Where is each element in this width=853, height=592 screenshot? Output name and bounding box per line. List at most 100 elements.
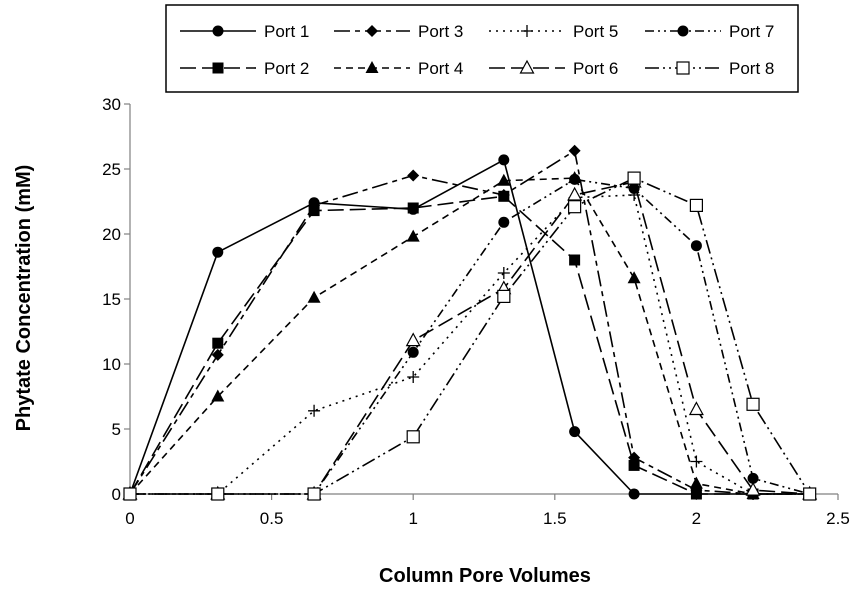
legend-item: Port 8 — [645, 59, 774, 78]
legend-label: Port 8 — [729, 59, 774, 78]
legend-item: Port 7 — [645, 22, 774, 41]
data-point — [627, 171, 641, 185]
series-port-2 — [124, 190, 816, 500]
series-port-7 — [124, 173, 816, 500]
x-tick-label: 1 — [408, 509, 417, 528]
x-tick-label: 2 — [692, 509, 701, 528]
data-point — [567, 186, 583, 201]
legend-marker — [212, 25, 224, 37]
x-tick-label: 2.5 — [826, 509, 850, 528]
x-tick-label: 0 — [125, 509, 134, 528]
legend: Port 1 Port 2 Port 3 Port 4 Port 5 Port 6 Port… — [165, 4, 799, 93]
legend-marker — [677, 25, 689, 37]
legend-label: Port 3 — [418, 22, 463, 41]
series-line — [130, 178, 810, 495]
y-tick-label: 5 — [112, 420, 121, 439]
legend-label: Port 7 — [729, 22, 774, 41]
legend-item: Port 1 — [180, 22, 309, 41]
data-point — [628, 183, 640, 194]
data-point — [746, 397, 760, 411]
legend-label: Port 1 — [264, 22, 309, 41]
data-point — [690, 455, 703, 468]
x-tick-label: 1.5 — [543, 509, 567, 528]
y-tick-label: 25 — [102, 160, 121, 179]
data-point — [308, 199, 321, 212]
data-point — [407, 202, 419, 214]
x-axis-label: Column Pore Volumes — [379, 565, 591, 587]
axes: 0 0.5 1 1.5 2 2.5 0 5 10 15 20 25 30 — [102, 95, 850, 528]
data-point — [628, 459, 640, 471]
data-point — [569, 254, 581, 266]
y-tick-label: 30 — [102, 95, 121, 114]
series-line — [129, 195, 810, 495]
y-axis-label: Phytate Concentration (mM) — [13, 165, 35, 432]
legend-label: Port 4 — [418, 59, 463, 78]
data-point — [747, 472, 759, 484]
legend-label: Port 6 — [573, 59, 618, 78]
data-point — [406, 229, 420, 242]
legend-marker — [365, 61, 379, 73]
legend-item: Port 3 — [334, 22, 463, 41]
series-line — [130, 181, 810, 495]
data-point — [745, 481, 761, 496]
data-point — [123, 487, 137, 501]
legend-marker — [676, 61, 690, 75]
legend-marker — [521, 25, 533, 37]
legend-box — [165, 4, 799, 93]
data-point — [212, 246, 224, 258]
series-port-6 — [122, 173, 818, 500]
series-port-3 — [124, 144, 816, 500]
series-line — [129, 158, 810, 495]
series-port-5 — [124, 189, 816, 500]
y-tick-label: 15 — [102, 290, 121, 309]
data-point — [803, 487, 817, 501]
legend-label: Port 2 — [264, 59, 309, 78]
data-point — [498, 154, 510, 166]
y-tick-label: 0 — [112, 485, 121, 504]
legend-item: Port 2 — [180, 59, 309, 78]
data-point — [569, 426, 581, 438]
data-point — [690, 240, 702, 252]
series-port-8 — [123, 171, 817, 501]
data-point — [628, 488, 640, 500]
y-tick-label: 20 — [102, 225, 121, 244]
series-line — [129, 177, 810, 495]
data-point — [569, 173, 581, 185]
data-point — [307, 290, 321, 303]
data-point — [212, 337, 224, 349]
data-point — [211, 487, 225, 501]
data-point — [689, 476, 703, 489]
data-point — [628, 451, 641, 464]
data-point — [211, 348, 224, 361]
series-line — [130, 177, 811, 495]
data-point — [211, 389, 225, 402]
data-point — [407, 371, 420, 383]
data-point — [689, 198, 704, 212]
series-port-1 — [124, 154, 816, 500]
legend-marker — [212, 62, 224, 74]
data-point — [497, 173, 511, 186]
data-point — [568, 144, 581, 157]
legend-item: Port 6 — [489, 59, 618, 78]
legend-item: Port 5 — [489, 22, 618, 41]
data-point — [497, 289, 511, 303]
data-point — [497, 267, 510, 279]
data-point — [407, 346, 419, 358]
data-point — [407, 169, 420, 182]
data-point — [406, 430, 420, 444]
legend-label: Port 5 — [573, 22, 618, 41]
legend-marker — [366, 25, 378, 37]
data-point — [568, 200, 582, 214]
data-point — [308, 404, 321, 417]
legend-item: Port 4 — [334, 59, 463, 78]
data-point — [627, 271, 641, 284]
series-line — [130, 194, 810, 495]
y-tick-label: 10 — [102, 355, 121, 374]
data-point — [307, 487, 321, 501]
series-port-4 — [123, 171, 817, 499]
data-point — [497, 189, 510, 201]
data-point — [688, 401, 704, 416]
legend-marker — [519, 59, 535, 74]
data-point — [405, 332, 421, 347]
